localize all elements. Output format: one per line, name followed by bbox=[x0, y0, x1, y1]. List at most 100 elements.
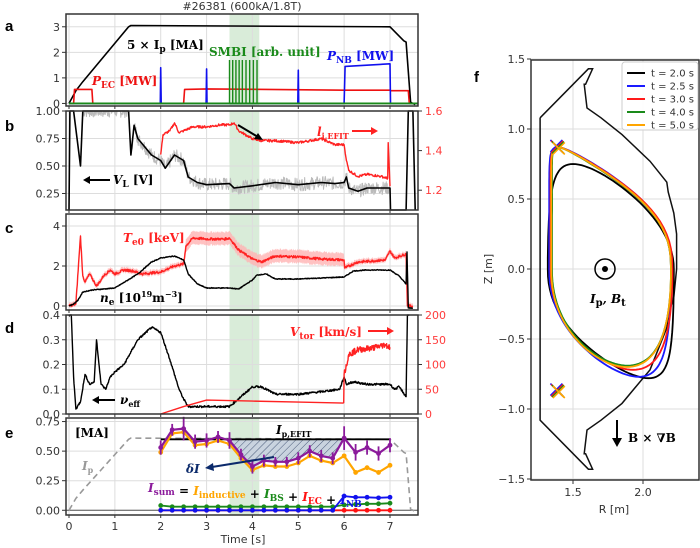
annotation-vtor: Vtor [km/s] bbox=[290, 325, 394, 342]
data-point-i-nb bbox=[376, 495, 381, 501]
panel-label-f: f bbox=[474, 69, 480, 86]
data-point-i-bs bbox=[192, 504, 198, 510]
axes-frame-a bbox=[65, 13, 419, 107]
y-tick-label: 0.3 bbox=[43, 334, 61, 347]
y-tick-label: 1.00 bbox=[36, 105, 61, 118]
y2-tick-label: 100 bbox=[425, 359, 446, 372]
x-tick-label: 0 bbox=[66, 520, 73, 533]
y-tick-label: 2 bbox=[53, 260, 60, 273]
data-point-i-nb bbox=[181, 507, 187, 513]
annotation-bxgradb: B × ∇B bbox=[612, 420, 676, 447]
equation-operator: + bbox=[322, 493, 340, 507]
z-tick-label: 1.5 bbox=[508, 53, 526, 66]
annotation-pnb: PNB [MW] bbox=[326, 49, 394, 66]
series-5-ip-ma- bbox=[68, 24, 416, 106]
annotation-nueff: νeff bbox=[92, 393, 140, 409]
annotation-li: li,EFIT bbox=[317, 125, 378, 141]
legend-entry: t = 5.0 s bbox=[651, 121, 694, 132]
equation-term: I bbox=[192, 484, 199, 498]
data-point-i-ec bbox=[353, 507, 359, 513]
y2-tick-label: 0 bbox=[425, 408, 432, 421]
data-point-i-bs bbox=[169, 504, 175, 510]
y-tick-label: 0.50 bbox=[36, 445, 61, 458]
equation-term: I bbox=[301, 490, 308, 504]
data-point-i-bs bbox=[307, 504, 313, 510]
data-point-i-bs bbox=[341, 502, 347, 508]
z-tick-label: 1.0 bbox=[508, 123, 526, 136]
legend-entry: t = 2.5 s bbox=[651, 82, 694, 93]
smbi-shade-a bbox=[229, 14, 260, 106]
legend-entry: t = 2.0 s bbox=[651, 69, 694, 80]
series-p-ec-mw- bbox=[69, 88, 418, 105]
data-point-i-nb bbox=[318, 507, 324, 513]
series-vtor-nbi bbox=[343, 342, 391, 404]
equation-subscript: inductive bbox=[199, 491, 246, 501]
data-point-i-nb bbox=[250, 507, 255, 513]
equation-term: I bbox=[339, 493, 346, 507]
data-point-i-inductive bbox=[376, 470, 381, 475]
data-point-i-nb bbox=[227, 507, 232, 513]
data-point-i-bs bbox=[318, 504, 324, 510]
series-li-efit bbox=[160, 122, 391, 187]
x-tick-label: 4 bbox=[249, 520, 256, 533]
annotation-ipefit: Ip,EFIT bbox=[275, 423, 312, 439]
y-tick-label: 0.75 bbox=[36, 133, 61, 146]
svg-text:νeff: νeff bbox=[120, 393, 140, 409]
annotation-ip-bt: Ip, Bt bbox=[589, 292, 626, 309]
data-point-i-bs bbox=[295, 504, 301, 510]
separatrix-2.5s bbox=[548, 146, 672, 378]
annotation-li-trend-arrow bbox=[237, 124, 263, 140]
equation-subscript: BS bbox=[270, 494, 284, 504]
series-vtor-low bbox=[160, 399, 344, 415]
y-tick-label: 0.75 bbox=[36, 416, 61, 429]
svg-text:δI: δI bbox=[185, 462, 200, 476]
data-point-i-bs bbox=[284, 504, 290, 510]
y2-tick-label: 50 bbox=[425, 383, 439, 396]
x-axis-label-r: R [m] bbox=[599, 503, 629, 516]
x-axis-label-time: Time [s] bbox=[220, 533, 266, 546]
svg-text:VL [V]: VL [V] bbox=[113, 173, 153, 190]
data-layer bbox=[66, 24, 678, 513]
data-point-i-bs bbox=[376, 501, 381, 507]
y2-tick-label: 1.2 bbox=[425, 184, 443, 197]
panel-label-c: c bbox=[5, 220, 13, 237]
x-tick-label: 5 bbox=[295, 520, 302, 533]
arrowhead-vl bbox=[83, 176, 90, 184]
panel-label-b: b bbox=[5, 118, 14, 135]
y2-tick-label: 150 bbox=[425, 334, 446, 347]
svg-text:Vtor [km/s]: Vtor [km/s] bbox=[290, 325, 362, 342]
x-tick-label: 2 bbox=[157, 520, 164, 533]
data-point-i-ec bbox=[376, 507, 381, 513]
z-tick-label: 0.0 bbox=[508, 263, 526, 276]
annotation-ip: 5 × Ip [MA] bbox=[127, 38, 204, 55]
equation-term: I bbox=[263, 487, 270, 501]
z-tick-label: −1.0 bbox=[498, 403, 525, 416]
vessel-wall bbox=[539, 68, 678, 470]
smbi-shade-b bbox=[229, 111, 260, 210]
data-point-i-bs bbox=[353, 501, 359, 507]
data-point-i-bs bbox=[158, 503, 164, 508]
figure-title: #26381 (600kA/1.8T) bbox=[182, 0, 301, 13]
equation-operator: + bbox=[284, 490, 302, 504]
data-point-i-nb bbox=[295, 507, 301, 513]
smbi-shade-layer bbox=[229, 14, 260, 515]
data-point-i-bs bbox=[272, 504, 278, 510]
data-point-i-nb bbox=[192, 507, 198, 513]
data-point-i-nb bbox=[364, 494, 370, 500]
r-tick-label: 2.0 bbox=[634, 486, 652, 499]
annotation-ne: ne [1019m−3] bbox=[100, 288, 183, 308]
y-tick-label: 0 bbox=[53, 300, 60, 313]
equation-subscript: NB bbox=[346, 500, 362, 510]
series-ne bbox=[68, 251, 414, 309]
data-point-i-bs bbox=[227, 504, 232, 510]
arrowhead-li bbox=[371, 127, 378, 135]
annotation-ma-unit: [MA] bbox=[75, 426, 109, 440]
data-point-i-bs bbox=[181, 504, 187, 510]
axes-frame-f bbox=[530, 59, 700, 481]
data-point-i-bs bbox=[250, 504, 255, 510]
data-point-i-nb bbox=[272, 507, 278, 513]
annotation-ip-dashed: Ip bbox=[81, 459, 94, 475]
data-point-i-ec bbox=[364, 507, 370, 513]
y-tick-label: 0.0 bbox=[43, 408, 61, 421]
